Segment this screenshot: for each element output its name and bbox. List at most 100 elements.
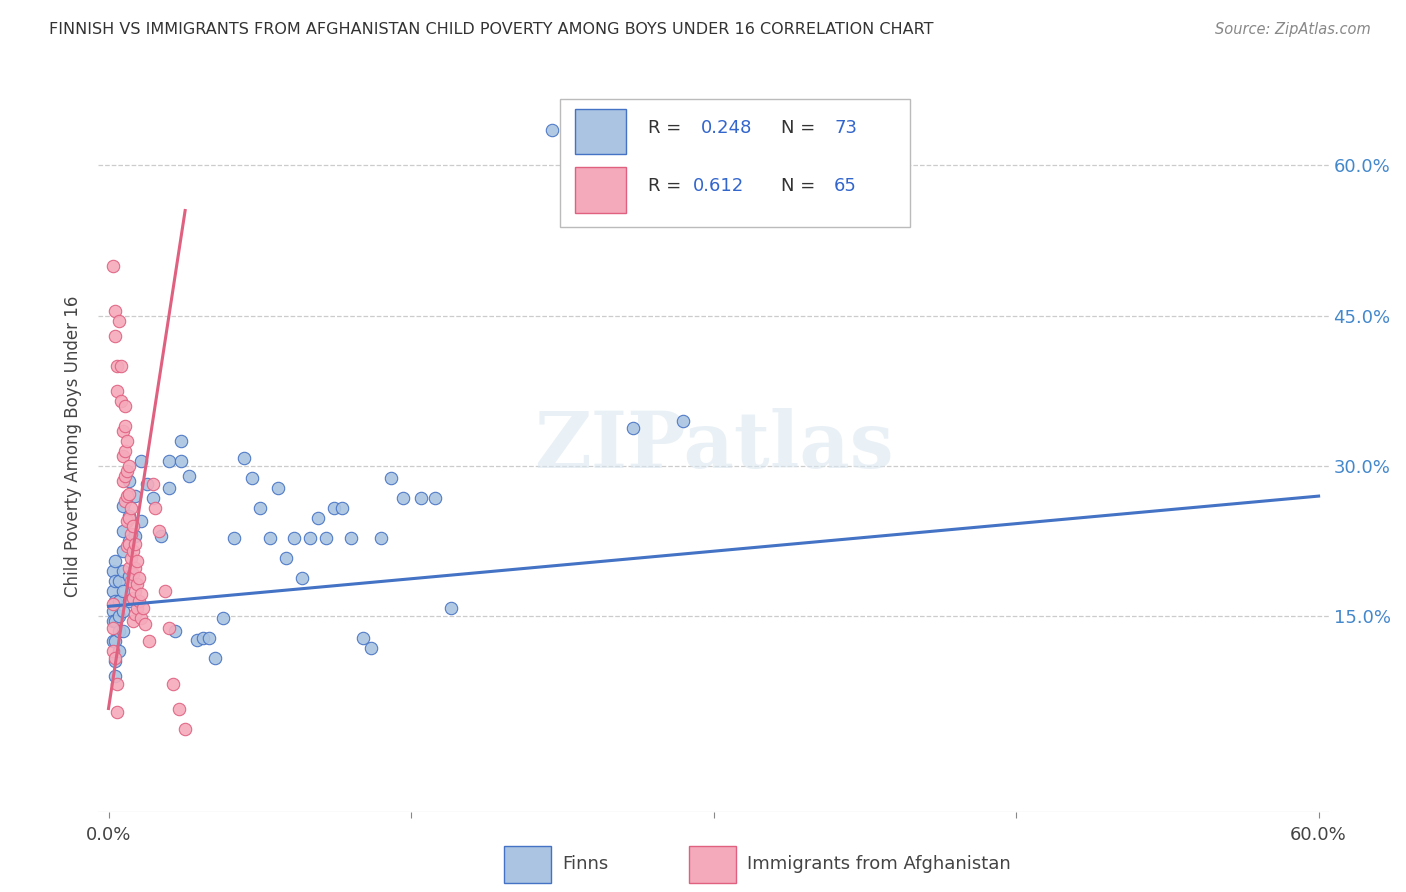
Point	[118, 561, 141, 575]
Point	[274, 551, 297, 566]
Point	[125, 554, 148, 568]
Text: Source: ZipAtlas.com: Source: ZipAtlas.com	[1215, 22, 1371, 37]
Point	[120, 574, 142, 589]
Point	[110, 359, 132, 373]
FancyBboxPatch shape	[505, 847, 551, 883]
FancyBboxPatch shape	[575, 109, 626, 154]
Point	[121, 544, 143, 558]
Point	[115, 434, 138, 448]
Point	[118, 534, 141, 549]
Point	[115, 514, 138, 528]
Point	[118, 458, 141, 473]
Point	[370, 531, 392, 545]
Point	[111, 499, 134, 513]
Point	[179, 469, 201, 483]
Point	[193, 632, 215, 646]
Point	[120, 527, 142, 541]
Point	[111, 449, 134, 463]
Text: Immigrants from Afghanistan: Immigrants from Afghanistan	[747, 855, 1011, 873]
Point	[103, 655, 125, 669]
Point	[107, 314, 129, 328]
Point	[110, 393, 132, 408]
Text: ZIPatlas: ZIPatlas	[534, 408, 893, 484]
Point	[142, 477, 165, 491]
Point	[128, 594, 150, 608]
Point	[103, 634, 125, 648]
Point	[142, 491, 165, 505]
Point	[121, 519, 143, 533]
Text: 73: 73	[834, 119, 858, 136]
Point	[283, 531, 305, 545]
Point	[120, 501, 142, 516]
Point	[103, 669, 125, 683]
Point	[165, 624, 187, 639]
Point	[315, 531, 337, 545]
Point	[124, 584, 146, 599]
Point	[118, 474, 141, 488]
Point	[259, 531, 281, 545]
Point	[135, 477, 157, 491]
Point	[118, 537, 141, 551]
Point	[186, 633, 208, 648]
Point	[107, 624, 129, 639]
Point	[101, 604, 124, 618]
Point	[101, 615, 124, 629]
Point	[121, 567, 143, 582]
Point	[120, 551, 142, 566]
Point	[103, 651, 125, 665]
Point	[101, 584, 124, 599]
Text: FINNISH VS IMMIGRANTS FROM AFGHANISTAN CHILD POVERTY AMONG BOYS UNDER 16 CORRELA: FINNISH VS IMMIGRANTS FROM AFGHANISTAN C…	[49, 22, 934, 37]
Point	[672, 414, 695, 428]
Point	[174, 722, 197, 736]
Text: R =: R =	[648, 178, 688, 195]
Point	[360, 641, 382, 656]
Point	[115, 539, 138, 553]
Point	[118, 569, 141, 583]
Point	[124, 537, 146, 551]
Point	[267, 481, 290, 495]
Point	[125, 577, 148, 591]
Point	[114, 419, 136, 434]
Point	[411, 491, 433, 505]
Point	[111, 604, 134, 618]
Point	[118, 511, 141, 525]
Point	[114, 494, 136, 508]
Point	[118, 487, 141, 501]
Text: 0.248: 0.248	[702, 119, 752, 136]
Text: N =: N =	[782, 119, 821, 136]
Point	[170, 454, 193, 468]
Point	[167, 701, 190, 715]
Point	[170, 434, 193, 448]
Point	[157, 454, 180, 468]
Point	[143, 501, 166, 516]
Point	[323, 501, 346, 516]
Text: 65: 65	[834, 178, 858, 195]
Point	[107, 594, 129, 608]
Point	[198, 632, 221, 646]
Point	[129, 611, 152, 625]
Point	[111, 524, 134, 538]
Point	[352, 632, 374, 646]
Point	[111, 544, 134, 558]
Point	[129, 587, 152, 601]
Point	[103, 615, 125, 629]
Text: Finns: Finns	[562, 855, 609, 873]
Point	[107, 574, 129, 589]
Point	[111, 564, 134, 578]
Point	[101, 259, 124, 273]
Point	[153, 584, 176, 599]
Point	[134, 617, 156, 632]
Point	[114, 399, 136, 413]
Point	[111, 424, 134, 438]
Point	[103, 594, 125, 608]
Point	[107, 644, 129, 658]
Point	[157, 481, 180, 495]
FancyBboxPatch shape	[575, 168, 626, 212]
Text: R =: R =	[648, 119, 688, 136]
Point	[162, 677, 184, 691]
Point	[380, 471, 402, 485]
FancyBboxPatch shape	[560, 99, 911, 227]
Point	[222, 531, 245, 545]
Point	[105, 359, 128, 373]
Point	[129, 514, 152, 528]
